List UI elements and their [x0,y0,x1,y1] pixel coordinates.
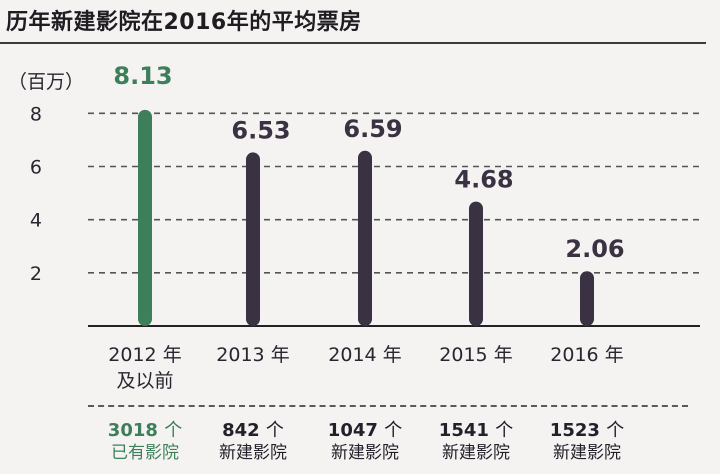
y-tick-label: 6 [30,156,42,178]
x-tick-label: 2014 年 [328,344,401,366]
y-axis-unit-label: （百万） [8,71,84,93]
x-tick-label-line2: 及以前 [116,370,173,392]
bar [358,150,372,326]
y-tick-label: 2 [30,263,42,285]
x-tick-label: 2015 年 [439,344,512,366]
bar [580,271,594,326]
bar [246,152,260,326]
x-tick-label: 2013 年 [216,344,289,366]
bar [138,109,152,326]
y-tick-label: 4 [30,210,42,232]
x-tick-label: 2012 年 [108,344,181,366]
data-label: 8.13 [113,62,172,90]
bar [469,201,483,326]
data-label: 6.53 [231,116,290,144]
data-label: 2.06 [565,235,624,263]
data-label: 4.68 [454,166,513,194]
title-underline [0,42,706,44]
x-tick-label: 2016 年 [550,344,623,366]
chart-title: 历年新建影院在2016年的平均票房 [6,10,362,35]
y-tick-label: 8 [30,103,42,125]
data-label: 6.59 [343,115,402,143]
